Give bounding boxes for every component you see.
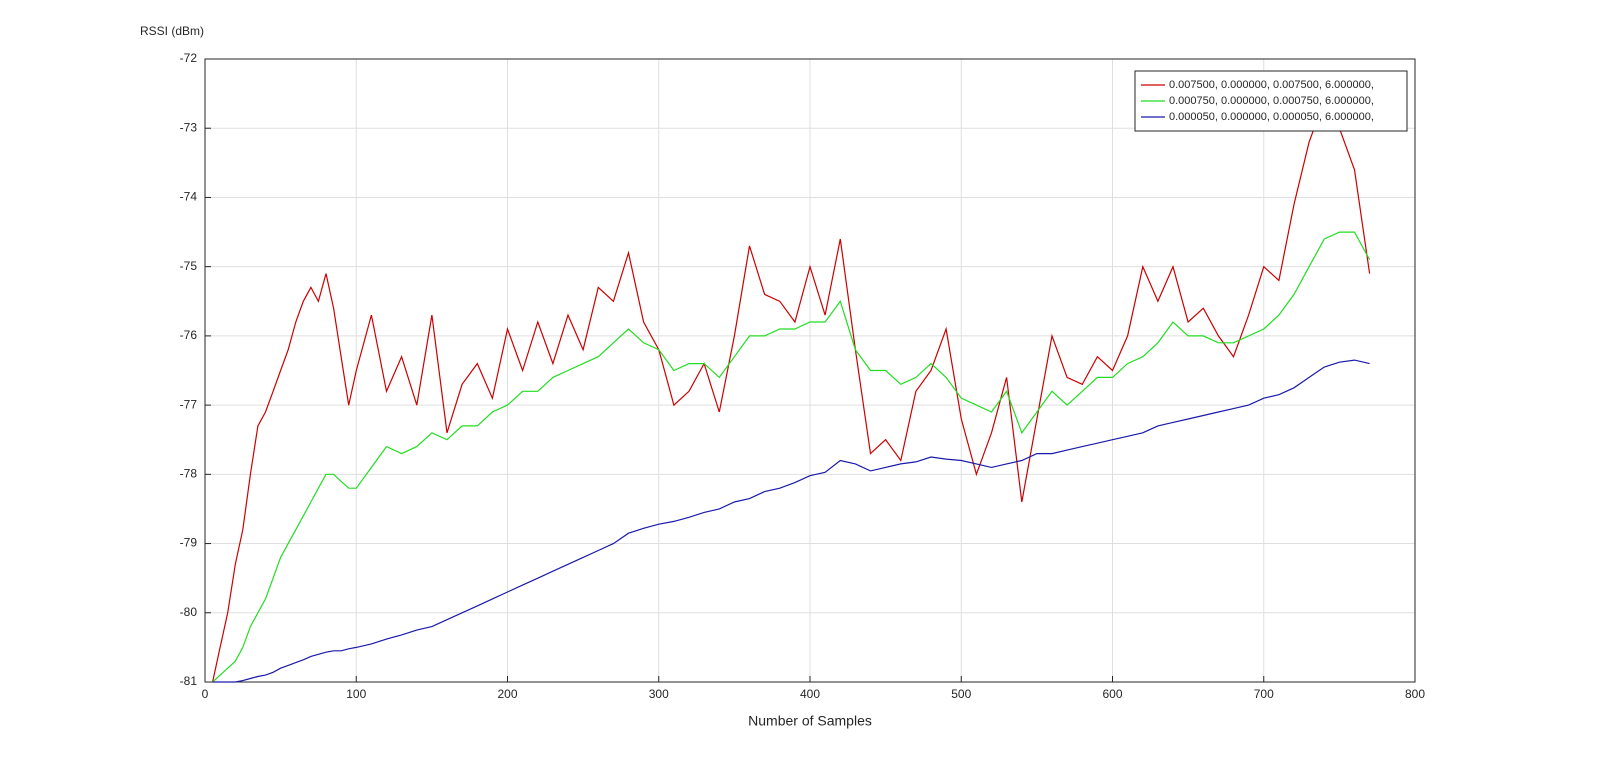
y-tick-label: -78 <box>180 467 198 481</box>
x-tick-label: 500 <box>951 687 971 701</box>
y-tick-label: -80 <box>180 605 198 619</box>
plot-frame <box>204 58 1416 683</box>
y-tick-label: -77 <box>180 397 198 411</box>
y-tick-label: -73 <box>180 120 198 134</box>
legend-box <box>1134 70 1408 132</box>
series-line <box>212 231 1371 683</box>
y-tick-label: -81 <box>180 674 198 688</box>
y-tick-label: -72 <box>180 51 198 65</box>
x-tick-label: 800 <box>1405 687 1425 701</box>
y-tick-label: -79 <box>180 536 198 550</box>
x-tick-label: 700 <box>1254 687 1274 701</box>
legend-label: 0.000050, 0.000000, 0.000050, 6.000000, <box>1169 111 1374 123</box>
y-tick-label: -74 <box>180 190 198 204</box>
x-tick-label: 0 <box>202 687 209 701</box>
y-tick-label: -76 <box>180 328 198 342</box>
x-tick-label: 100 <box>346 687 366 701</box>
y-axis-label: RSSI (dBm) <box>140 24 204 38</box>
series-line <box>212 359 1370 683</box>
legend: 0.007500, 0.000000, 0.007500, 6.000000, 0… <box>1134 70 1408 132</box>
x-tick-label: 200 <box>497 687 517 701</box>
x-tick-label: 600 <box>1102 687 1122 701</box>
y-tick-label: -75 <box>180 259 198 273</box>
legend-label: 0.007500, 0.000000, 0.007500, 6.000000, <box>1169 79 1374 91</box>
series-line <box>212 99 1371 683</box>
legend-label: 0.000750, 0.000000, 0.000750, 6.000000, <box>1169 95 1374 107</box>
x-axis-label: Number of Samples <box>748 713 872 729</box>
x-tick-label: 400 <box>800 687 820 701</box>
x-tick-label: 300 <box>649 687 669 701</box>
